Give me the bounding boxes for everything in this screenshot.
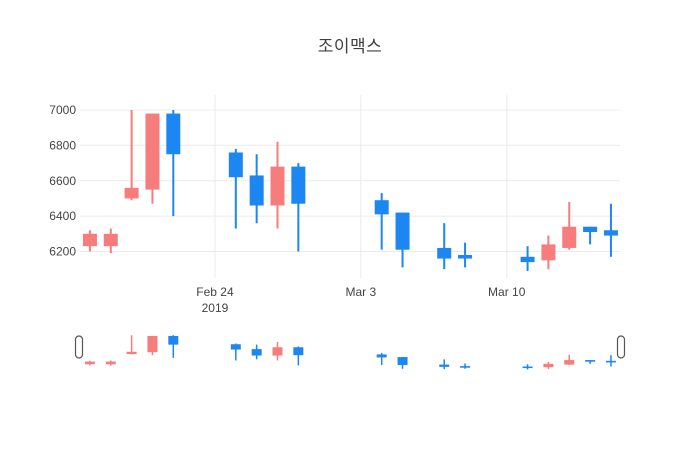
rangeslider-track[interactable] (80, 328, 620, 377)
candle-body (270, 166, 285, 206)
date-axis: Feb 24 2019 Mar 3 Mar 10 (196, 285, 525, 315)
x-tick-label: Feb 24 (196, 285, 234, 299)
y-tick-label: 7000 (49, 103, 76, 117)
candle-body (460, 366, 471, 368)
price-axis: 6200 6400 6600 6800 7000 (49, 103, 76, 258)
candle-body (126, 351, 137, 355)
candle-body (585, 360, 596, 362)
candle-body (84, 361, 95, 365)
y-tick-label: 6600 (49, 174, 76, 188)
y-tick-label: 6800 (49, 138, 76, 152)
gridlines (80, 95, 620, 278)
candle-body (541, 244, 556, 261)
candle-body (397, 357, 408, 365)
mini-candle-2019-02-18 (84, 360, 95, 366)
candle-2019-03-07[interactable] (437, 223, 452, 270)
mini-candle-2019-03-11 (522, 364, 533, 370)
candle-body (376, 354, 387, 358)
candle-body (230, 344, 241, 350)
mini-candle-2019-03-12 (543, 361, 554, 370)
mini-candle-2019-02-27 (272, 341, 283, 361)
candle-2019-03-11[interactable] (520, 246, 535, 271)
y-tick-label: 6200 (49, 244, 76, 258)
mini-candle-2019-03-08 (460, 363, 471, 369)
mini-candle-2019-02-22 (168, 335, 179, 358)
candle-body (605, 360, 616, 363)
candle-body (251, 349, 262, 356)
x-tick-label: Mar 3 (346, 285, 377, 299)
candle-2019-02-25[interactable] (228, 148, 243, 229)
candle-2019-03-12[interactable] (541, 235, 556, 270)
candle-body (562, 226, 577, 248)
candle-body (249, 175, 264, 206)
rangeslider-left-handle[interactable] (74, 335, 84, 359)
mini-candle-2019-03-04 (376, 352, 387, 365)
y-tick-label: 6400 (49, 209, 76, 223)
mini-candle-2019-02-21 (147, 335, 158, 356)
candle-2019-02-20[interactable] (124, 110, 139, 201)
candle-body (291, 166, 306, 204)
candle-2019-02-22[interactable] (166, 110, 181, 217)
candle-body (564, 360, 575, 365)
candle-body (145, 113, 160, 190)
candle-2019-03-13[interactable] (562, 201, 577, 250)
candle-body (437, 247, 452, 259)
candle-body (458, 255, 473, 259)
mini-candle-2019-02-25 (230, 343, 241, 361)
candle-body (82, 233, 97, 247)
candle-2019-03-14[interactable] (583, 226, 598, 245)
rangeslider-right-handle[interactable] (616, 335, 626, 359)
mini-candle-2019-02-28 (293, 346, 304, 366)
candle-2019-02-28[interactable] (291, 163, 306, 252)
mini-candle-2019-03-07 (439, 359, 450, 370)
candle-body (543, 363, 554, 368)
chart-title: 조이맥스 (317, 37, 383, 56)
candle-2019-03-15[interactable] (603, 203, 618, 257)
candle-body (228, 152, 243, 178)
mini-candle-2019-02-26 (251, 344, 262, 360)
candle-2019-02-19[interactable] (103, 228, 118, 254)
rangeslider[interactable] (74, 328, 626, 377)
candle-body (166, 113, 181, 155)
candle-body (374, 200, 389, 215)
candle-2019-02-18[interactable] (82, 230, 97, 252)
candle-body (272, 347, 283, 356)
candle-body (103, 233, 118, 247)
mini-candle-2019-03-15 (605, 355, 616, 367)
candle-body (293, 347, 304, 356)
mini-candle-2019-02-20 (126, 335, 137, 355)
mini-candle-2019-02-19 (105, 360, 116, 366)
candle-2019-03-04[interactable] (374, 193, 389, 250)
candle-body (124, 187, 139, 199)
candle-2019-02-27[interactable] (270, 141, 285, 229)
candle-body (522, 366, 533, 369)
candle-body (395, 212, 410, 250)
candle-body (583, 226, 598, 233)
candle-body (168, 335, 179, 345)
mini-candle-2019-03-14 (585, 360, 596, 364)
candle-2019-02-21[interactable] (145, 113, 160, 204)
x-tick-sublabel: 2019 (202, 301, 229, 315)
candle-2019-02-26[interactable] (249, 154, 264, 224)
candle-body (603, 230, 618, 236)
mini-candle-2019-03-13 (564, 354, 575, 365)
candle-body (439, 364, 450, 367)
x-tick-label: Mar 10 (488, 285, 526, 299)
candle-2019-03-05[interactable] (395, 212, 410, 268)
main-plot (82, 110, 618, 271)
candle-body (147, 335, 158, 353)
mini-candle-2019-03-05 (397, 357, 408, 369)
candle-2019-03-08[interactable] (458, 242, 473, 268)
candle-body (520, 256, 535, 263)
candle-body (105, 361, 116, 365)
